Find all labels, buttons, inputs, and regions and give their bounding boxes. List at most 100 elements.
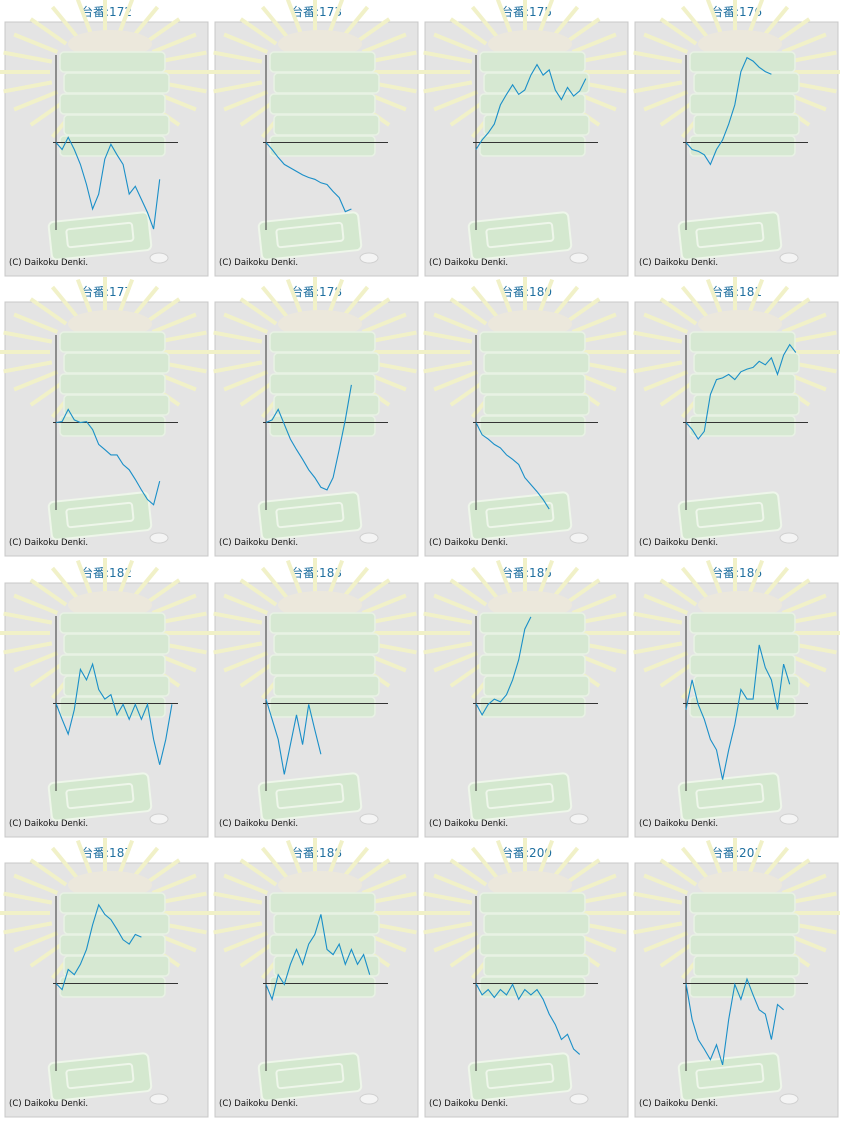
ray (29, 17, 68, 46)
chart: (C) Daikoku Denki. (630, 0, 840, 277)
ray (13, 32, 59, 54)
ray (285, 0, 303, 35)
ray (633, 921, 683, 935)
ray (213, 891, 263, 905)
tray-inner (695, 221, 765, 249)
ray (470, 285, 500, 319)
coin (359, 1093, 379, 1105)
ray (760, 566, 790, 600)
ray (327, 278, 345, 315)
box-stack (483, 955, 590, 977)
ray (117, 839, 135, 876)
ball-pile (698, 310, 782, 338)
ball-pile (488, 591, 572, 619)
data-line (265, 914, 371, 1002)
box-stack (273, 352, 380, 374)
ray (680, 846, 710, 880)
box-stack (273, 633, 380, 655)
ray (3, 891, 53, 905)
coin (359, 252, 379, 264)
ray (760, 285, 790, 319)
ray (223, 370, 269, 392)
data-line (265, 384, 352, 491)
ray (50, 566, 80, 600)
box-stack (689, 696, 796, 718)
box-stack (63, 394, 170, 416)
ray (643, 370, 689, 392)
ray (633, 611, 683, 625)
data-line (475, 422, 550, 510)
box-stack (269, 892, 376, 914)
ray (130, 846, 160, 880)
ray (340, 846, 370, 880)
box-stack (269, 93, 376, 115)
box-stack (63, 913, 170, 935)
ray (75, 559, 93, 596)
ray (633, 330, 683, 344)
ray (760, 5, 790, 39)
ray (29, 297, 68, 326)
ray (495, 839, 513, 876)
ray (433, 873, 479, 895)
data-line (55, 662, 173, 765)
ray (361, 32, 407, 54)
ray (239, 578, 278, 607)
box-stack (689, 415, 796, 437)
ray (643, 593, 689, 615)
ray (659, 17, 698, 46)
ray (705, 278, 723, 315)
ray (747, 278, 765, 315)
ray (781, 593, 827, 615)
ray (433, 370, 479, 392)
ray (577, 50, 627, 64)
box-stack (689, 654, 796, 676)
box-stack (483, 394, 590, 416)
ray (117, 559, 135, 596)
ray (340, 285, 370, 319)
ray (239, 17, 278, 46)
ball-pile (488, 30, 572, 58)
box-stack (63, 955, 170, 977)
ray (213, 921, 263, 935)
ray (550, 846, 580, 880)
ray (760, 846, 790, 880)
box-stack (59, 934, 166, 956)
ray (213, 611, 263, 625)
coin (149, 1093, 169, 1105)
ray (705, 0, 723, 35)
ray (449, 297, 488, 326)
chart: (C) Daikoku Denki. (420, 277, 630, 557)
box-stack (269, 135, 376, 157)
ray (643, 873, 689, 895)
ray (571, 312, 617, 334)
copyright: (C) Daikoku Denki. (429, 1099, 508, 1109)
copyright: (C) Daikoku Denki. (639, 819, 718, 829)
coin (779, 252, 799, 264)
box-stack (689, 612, 796, 634)
box-stack (63, 114, 170, 136)
ray (130, 5, 160, 39)
ray (285, 559, 303, 596)
ray (361, 873, 407, 895)
ray (285, 839, 303, 876)
box-stack (479, 976, 586, 998)
box-stack (63, 352, 170, 374)
box-stack (689, 976, 796, 998)
ray (781, 873, 827, 895)
ray (117, 0, 135, 35)
ray (3, 921, 53, 935)
ray (13, 370, 59, 392)
ray (787, 611, 837, 625)
box-stack (269, 51, 376, 73)
ray (29, 578, 68, 607)
box-stack (273, 913, 380, 935)
ball-pile (278, 871, 362, 899)
data-line (475, 616, 532, 717)
ray (340, 566, 370, 600)
ray (327, 839, 345, 876)
chart: (C) Daikoku Denki. (210, 558, 420, 838)
ray (130, 566, 160, 600)
ray (223, 90, 269, 112)
box-stack (63, 633, 170, 655)
